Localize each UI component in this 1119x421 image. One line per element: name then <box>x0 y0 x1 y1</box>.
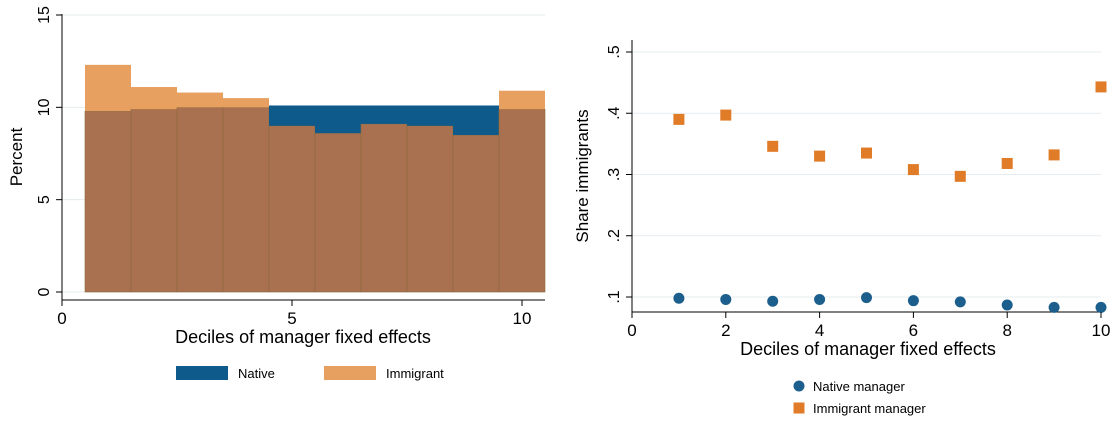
point-native-manager <box>673 292 685 304</box>
right-x-tick-label: 0 <box>627 321 636 340</box>
point-native-manager <box>814 293 826 305</box>
right-gridlines <box>632 51 1101 298</box>
bar-overlap <box>360 123 408 293</box>
bar-immigrant <box>499 90 545 110</box>
legend-immigrant-manager-marker <box>793 402 805 414</box>
point-native-manager <box>861 292 872 304</box>
point-immigrant-manager <box>720 109 732 121</box>
right-points <box>673 81 1107 313</box>
bar-native <box>407 105 453 126</box>
left-y-tick-label: 10 <box>36 98 53 116</box>
point-native-manager <box>1095 301 1107 313</box>
legend-native-label: Native <box>238 366 275 381</box>
right-y-tick-label: .3 <box>606 168 623 181</box>
point-immigrant-manager <box>954 170 966 182</box>
point-immigrant-manager <box>814 150 826 162</box>
bar-native <box>269 105 315 126</box>
left-y-tick-label: 0 <box>36 287 53 296</box>
bar-immigrant <box>223 98 269 108</box>
legend-native-manager-marker <box>793 380 805 392</box>
bar-overlap <box>406 125 454 293</box>
scatter-panel: .1 .2 .3 .4 .5 0 2 4 6 8 10 Share immigrants Deci… <box>573 40 1110 416</box>
left-legend: Native Immigrant <box>176 366 444 381</box>
right-x-tick-label: 6 <box>909 321 918 340</box>
right-y-ticks: .1 .2 .3 .4 .5 <box>606 45 632 304</box>
right-y-tick-label: .5 <box>606 45 623 58</box>
left-x-tick-label: 5 <box>287 309 296 328</box>
legend-native-manager-label: Native manager <box>813 379 905 394</box>
bar-overlap <box>452 134 500 293</box>
left-x-axis-label: Deciles of manager fixed effects <box>175 327 431 347</box>
left-y-tick-label: 15 <box>36 6 53 24</box>
left-bars <box>84 64 546 293</box>
point-immigrant-manager <box>673 113 685 125</box>
bar-overlap <box>130 108 178 293</box>
point-native-manager <box>767 295 779 307</box>
point-native-manager <box>1048 301 1060 313</box>
left-y-ticks: 0 5 10 15 <box>36 6 62 296</box>
left-y-axis-label: Percent <box>7 127 26 186</box>
right-axes <box>631 40 1101 313</box>
right-x-axis-label: Deciles of manager fixed effects <box>740 339 996 359</box>
left-x-ticks: 0 5 10 <box>57 300 531 328</box>
bar-native <box>315 105 361 134</box>
right-x-ticks: 0 2 4 6 8 10 <box>627 312 1110 340</box>
bar-overlap <box>498 108 546 293</box>
right-x-tick-label: 2 <box>721 321 730 340</box>
bar-immigrant <box>85 64 131 112</box>
right-y-axis-label: Share immigrants <box>573 109 592 242</box>
bar-native <box>361 105 407 124</box>
histogram-panel: 0 5 10 15 0 5 10 Percent Deciles of manager f… <box>7 6 546 381</box>
point-immigrant-manager <box>861 147 872 159</box>
left-x-tick-label: 0 <box>57 309 66 328</box>
point-immigrant-manager <box>1095 81 1107 93</box>
right-x-tick-label: 10 <box>1092 321 1111 340</box>
point-immigrant-manager <box>1001 157 1013 169</box>
bar-immigrant <box>131 87 177 110</box>
bar-native <box>453 105 499 136</box>
point-native-manager <box>907 295 919 307</box>
point-native-manager <box>720 293 732 305</box>
bar-immigrant <box>177 92 223 108</box>
legend-immigrant-swatch <box>324 366 376 380</box>
left-axes <box>61 14 545 301</box>
right-y-tick-label: .2 <box>606 229 623 242</box>
legend-immigrant-manager-label: Immigrant manager <box>813 401 926 416</box>
point-immigrant-manager <box>767 140 779 152</box>
legend-immigrant-label: Immigrant <box>386 366 444 381</box>
point-immigrant-manager <box>907 164 919 176</box>
right-x-tick-label: 8 <box>1002 321 1011 340</box>
right-y-tick-label: .4 <box>606 106 623 119</box>
bar-overlap <box>222 107 270 293</box>
point-native-manager <box>1001 299 1013 311</box>
point-immigrant-manager <box>1048 149 1060 161</box>
right-y-tick-label: .1 <box>606 290 623 303</box>
bar-overlap <box>176 107 224 293</box>
bar-overlap <box>84 110 132 293</box>
left-x-tick-label: 10 <box>513 309 532 328</box>
legend-native-swatch <box>176 366 228 380</box>
point-native-manager <box>954 296 966 308</box>
left-y-tick-label: 5 <box>36 195 53 204</box>
bar-overlap <box>314 132 362 293</box>
right-x-tick-label: 4 <box>815 321 824 340</box>
right-legend: Native manager Immigrant manager <box>793 379 926 416</box>
bar-overlap <box>268 125 316 293</box>
